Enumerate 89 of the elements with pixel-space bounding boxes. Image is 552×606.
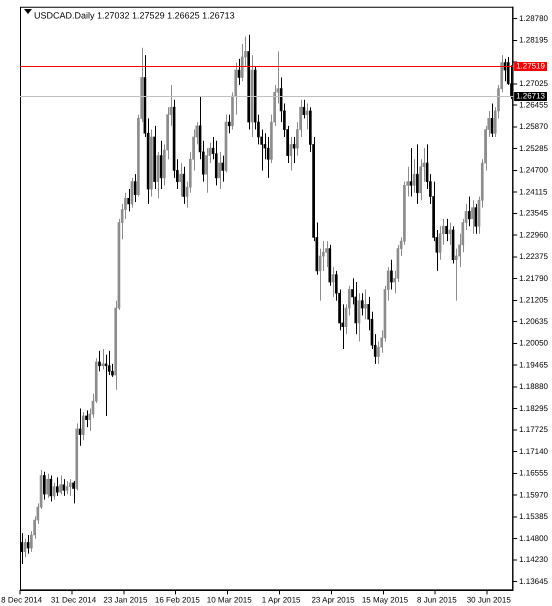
candlestick [160,140,162,190]
y-tick-label: 1.27025 [519,79,549,88]
candlestick [127,188,130,212]
candlestick [56,476,59,496]
y-tick-label: 1.13645 [519,576,549,586]
candlestick [26,534,30,554]
y-tick-label: 1.22375 [519,252,549,262]
candlestick [104,354,108,416]
candlestick [468,196,471,227]
candlestick [62,478,66,496]
candlestick [471,200,474,234]
candlestick [130,177,134,208]
candlestick [134,174,136,203]
y-tick-label: 1.25870 [519,122,549,132]
x-tick-label: 30 Jun 2015 [466,595,512,604]
ref-line-label: 1.26713 [516,92,546,101]
candlestick [377,341,380,364]
candlestick [59,474,62,495]
y-tick-label: 1.28780 [519,14,549,23]
candlestick [358,292,360,342]
y-tick-label: 1.19465 [519,360,549,370]
x-tick-label: 31 Dec 2014 [50,595,97,604]
x-tick-label: 10 Mar 2015 [206,595,252,604]
ref-line-label: 1.27519 [516,62,546,71]
candlestick [454,248,458,302]
x-tick-label: 23 Apr 2015 [311,595,356,604]
y-tick-label: 1.24700 [519,166,549,175]
y-tick-label: 1.15970 [519,490,549,500]
candlestick [49,474,52,502]
x-tick-label: 23 Jan 2015 [103,595,148,604]
candlestick [445,218,448,242]
candlestick [332,266,334,298]
x-tick-label: 8 Jun 2015 [417,595,458,604]
candlestick [66,480,68,495]
y-tick-label: 1.28195 [519,36,549,45]
candlestick [46,473,49,498]
y-tick-label: 1.22960 [519,230,549,240]
y-tick-label: 1.17725 [519,425,549,434]
chart-title: USDCAD.Daily 1.27032 1.27529 1.26625 1.26713 [34,10,235,20]
candlestick [218,151,221,190]
candlestick [390,259,393,290]
candlestick [221,155,224,182]
y-tick-label: 1.16555 [519,468,549,478]
candlestick [24,538,26,558]
y-tick-label: 1.14230 [519,555,549,564]
candlestick [360,292,364,316]
y-tick-label: 1.26455 [519,100,549,110]
x-tick-label: 16 Feb 2015 [154,595,200,604]
candlestick [292,136,296,164]
y-tick-label: 1.18295 [519,404,549,413]
candlestick [205,148,208,194]
candlestick [416,144,419,204]
candlestick [302,99,306,119]
candlestick [412,158,416,194]
candlestick [448,222,452,246]
x-tick-label: 15 May 2015 [362,595,409,604]
y-tick-label: 1.14800 [519,534,549,543]
y-tick-label: 1.17140 [519,446,549,456]
x-tick-label: 1 Apr 2015 [262,595,302,604]
candlestick [52,482,56,500]
candlestick [290,136,292,171]
candlestick [43,471,46,500]
y-tick-label: 1.18880 [519,382,549,392]
x-tick-label: 8 Dec 2014 [1,595,43,604]
candlestick [504,58,506,82]
candlestick [238,58,240,86]
candlestick [182,166,186,204]
candlestick [78,408,82,446]
y-tick-label: 1.20635 [519,316,549,326]
y-tick-label: 1.25285 [519,144,549,153]
candlestick [85,410,88,428]
candlestick [179,162,182,197]
candlestick [490,103,494,138]
y-tick-label: 1.23545 [519,208,549,218]
candlestick [325,240,328,268]
candlestick [82,412,85,441]
candlestick [266,136,270,178]
candlestick [98,350,101,372]
candlestick [101,348,104,370]
candlestick [68,478,72,496]
candlestick [72,480,75,504]
y-tick-label: 1.21790 [519,274,549,283]
y-tick-label: 1.24115 [519,187,548,196]
candlestick [364,288,367,320]
y-tick-label: 1.21205 [519,296,549,305]
candlestick [474,203,478,234]
y-tick-label: 1.20050 [519,338,549,348]
y-tick-label: 1.15385 [519,512,549,522]
candlestick [306,103,308,130]
